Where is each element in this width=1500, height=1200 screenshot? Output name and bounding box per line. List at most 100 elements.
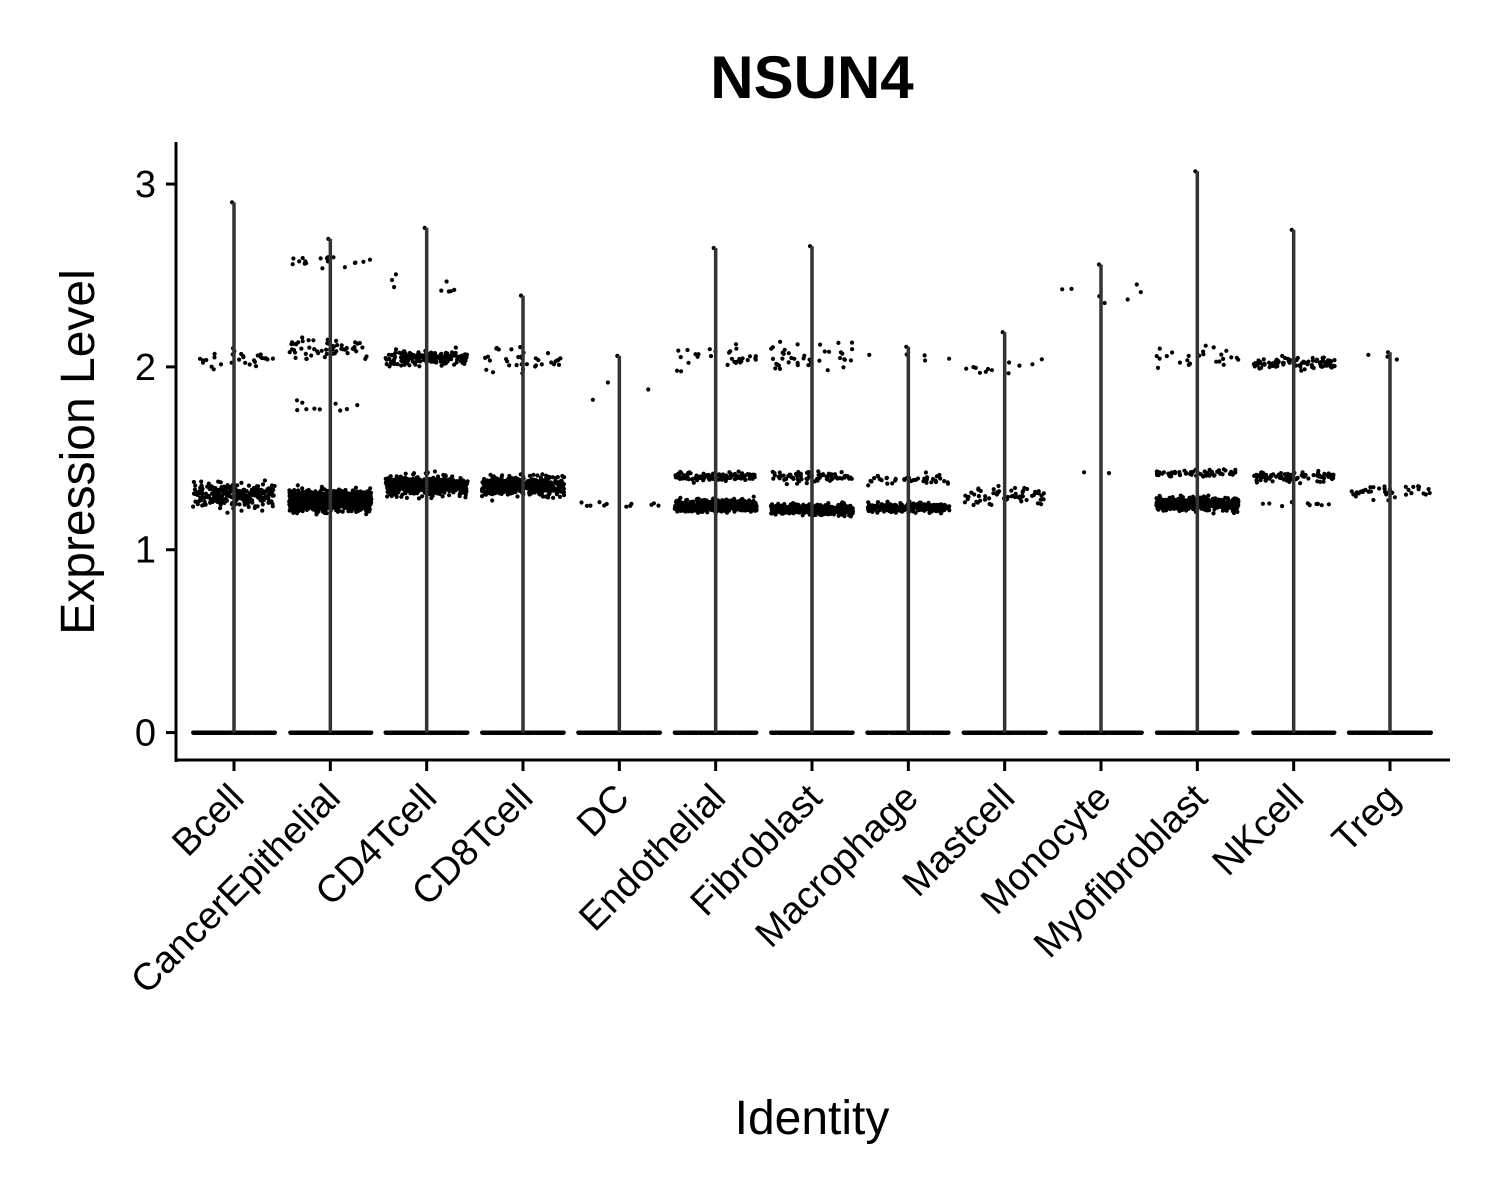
data-point [288, 491, 293, 496]
chart-title: NSUN4 [710, 44, 914, 111]
data-point [271, 487, 276, 492]
data-point [345, 351, 350, 356]
data-point [432, 490, 437, 495]
data-point [331, 505, 336, 510]
data-point [551, 730, 556, 735]
data-point [287, 350, 292, 355]
data-point [402, 730, 407, 735]
data-point [546, 489, 552, 494]
data-point [525, 730, 531, 735]
data-point [646, 387, 651, 392]
data-point [227, 490, 232, 495]
data-point [193, 499, 198, 504]
data-point [460, 490, 465, 495]
data-point [465, 479, 470, 484]
data-point [389, 277, 395, 283]
data-point [306, 338, 311, 343]
data-point [215, 488, 220, 494]
data-point [324, 347, 329, 352]
data-point [489, 730, 494, 735]
data-point [479, 494, 485, 499]
data-point [394, 492, 399, 497]
data-point [364, 511, 369, 517]
data-point [394, 474, 399, 479]
data-point [212, 355, 217, 360]
data-point [332, 730, 337, 735]
data-point [353, 340, 358, 345]
data-point [364, 354, 369, 359]
data-point [384, 357, 389, 362]
data-point [339, 346, 344, 351]
data-point [357, 340, 362, 346]
data-point [542, 480, 547, 485]
data-point [429, 730, 435, 735]
data-point [318, 256, 323, 261]
data-point [490, 475, 495, 480]
data-point [490, 370, 496, 375]
data-point [355, 403, 360, 408]
data-point [253, 364, 259, 369]
data-point [191, 504, 196, 509]
data-point [649, 502, 654, 507]
data-point [524, 362, 530, 367]
data-point [332, 489, 337, 494]
data-point [590, 397, 596, 402]
data-point [484, 485, 489, 490]
data-point [459, 484, 464, 489]
data-point [494, 476, 499, 481]
data-point [440, 494, 445, 499]
data-point [300, 400, 305, 405]
data-point [385, 494, 390, 499]
data-point [360, 345, 365, 350]
data-point [584, 503, 590, 508]
data-point [527, 490, 532, 495]
data-point [494, 345, 499, 351]
data-point [344, 407, 349, 412]
data-point [407, 486, 412, 491]
data-point [270, 730, 275, 735]
data-point [237, 502, 242, 507]
data-point [638, 730, 644, 735]
data-point [404, 358, 410, 363]
data-point [397, 350, 402, 355]
data-point [551, 495, 556, 500]
data-point [251, 358, 257, 363]
data-point [244, 730, 249, 735]
data-point [602, 503, 607, 508]
data-point [435, 730, 440, 735]
data-point [199, 479, 204, 484]
data-point [439, 480, 444, 485]
data-point [620, 730, 626, 735]
data-point [294, 398, 300, 403]
data-point [538, 730, 543, 735]
data-point [248, 496, 253, 501]
data-point [412, 730, 417, 735]
data-point [267, 730, 272, 735]
data-point [218, 480, 223, 485]
data-point [341, 495, 346, 500]
data-point [317, 504, 322, 510]
data-point [212, 351, 217, 356]
data-point [400, 484, 405, 489]
data-point [561, 475, 567, 480]
data-point [515, 494, 520, 499]
data-point [204, 730, 209, 735]
data-point [509, 347, 514, 352]
data-point [228, 730, 233, 735]
data-point [367, 257, 373, 262]
data-point [294, 342, 299, 347]
data-point [260, 482, 266, 487]
data-point [222, 497, 227, 502]
data-point [503, 730, 508, 735]
data-point [449, 484, 454, 489]
data-point [324, 511, 329, 516]
data-point [305, 500, 310, 505]
data-point [241, 487, 246, 492]
data-point [439, 288, 444, 293]
data-point [259, 487, 264, 493]
data-point [334, 338, 339, 343]
data-point [483, 355, 488, 360]
data-point [487, 489, 492, 494]
data-point [499, 479, 504, 484]
data-point [368, 490, 373, 495]
